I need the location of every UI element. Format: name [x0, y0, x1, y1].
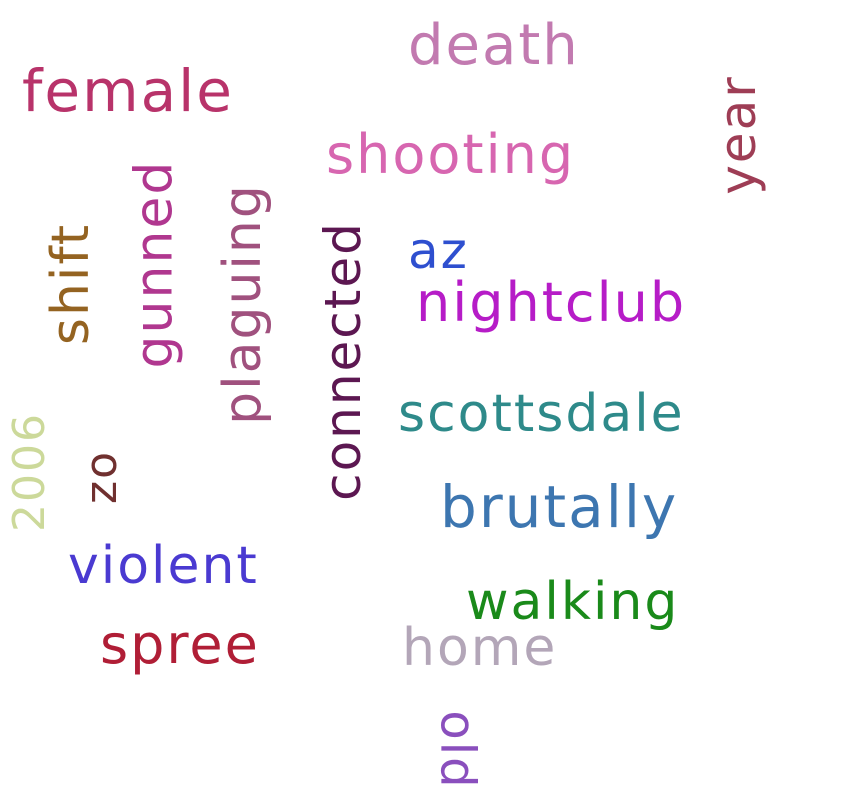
word-year: year — [708, 75, 767, 195]
word-death: death — [408, 13, 580, 78]
word-scottsdale: scottsdale — [398, 384, 685, 444]
word-old: old — [429, 710, 486, 790]
word-spree: spree — [100, 613, 260, 676]
word-brutally: brutally — [440, 473, 679, 541]
word-zo: zo — [76, 449, 128, 505]
word-gunned: gunned — [124, 159, 185, 369]
word-connected: connected — [313, 221, 372, 501]
word-female: female — [22, 57, 234, 125]
word-2006: 2006 — [3, 412, 55, 532]
word-shift: shift — [41, 222, 102, 346]
word-shooting: shooting — [326, 123, 576, 186]
word-violent: violent — [68, 536, 259, 596]
word-home: home — [402, 618, 558, 678]
word-az: az — [408, 222, 469, 280]
word-plaguing: plaguing — [212, 183, 273, 425]
word-walking: walking — [466, 572, 680, 632]
word-nightclub: nightclub — [416, 271, 687, 334]
